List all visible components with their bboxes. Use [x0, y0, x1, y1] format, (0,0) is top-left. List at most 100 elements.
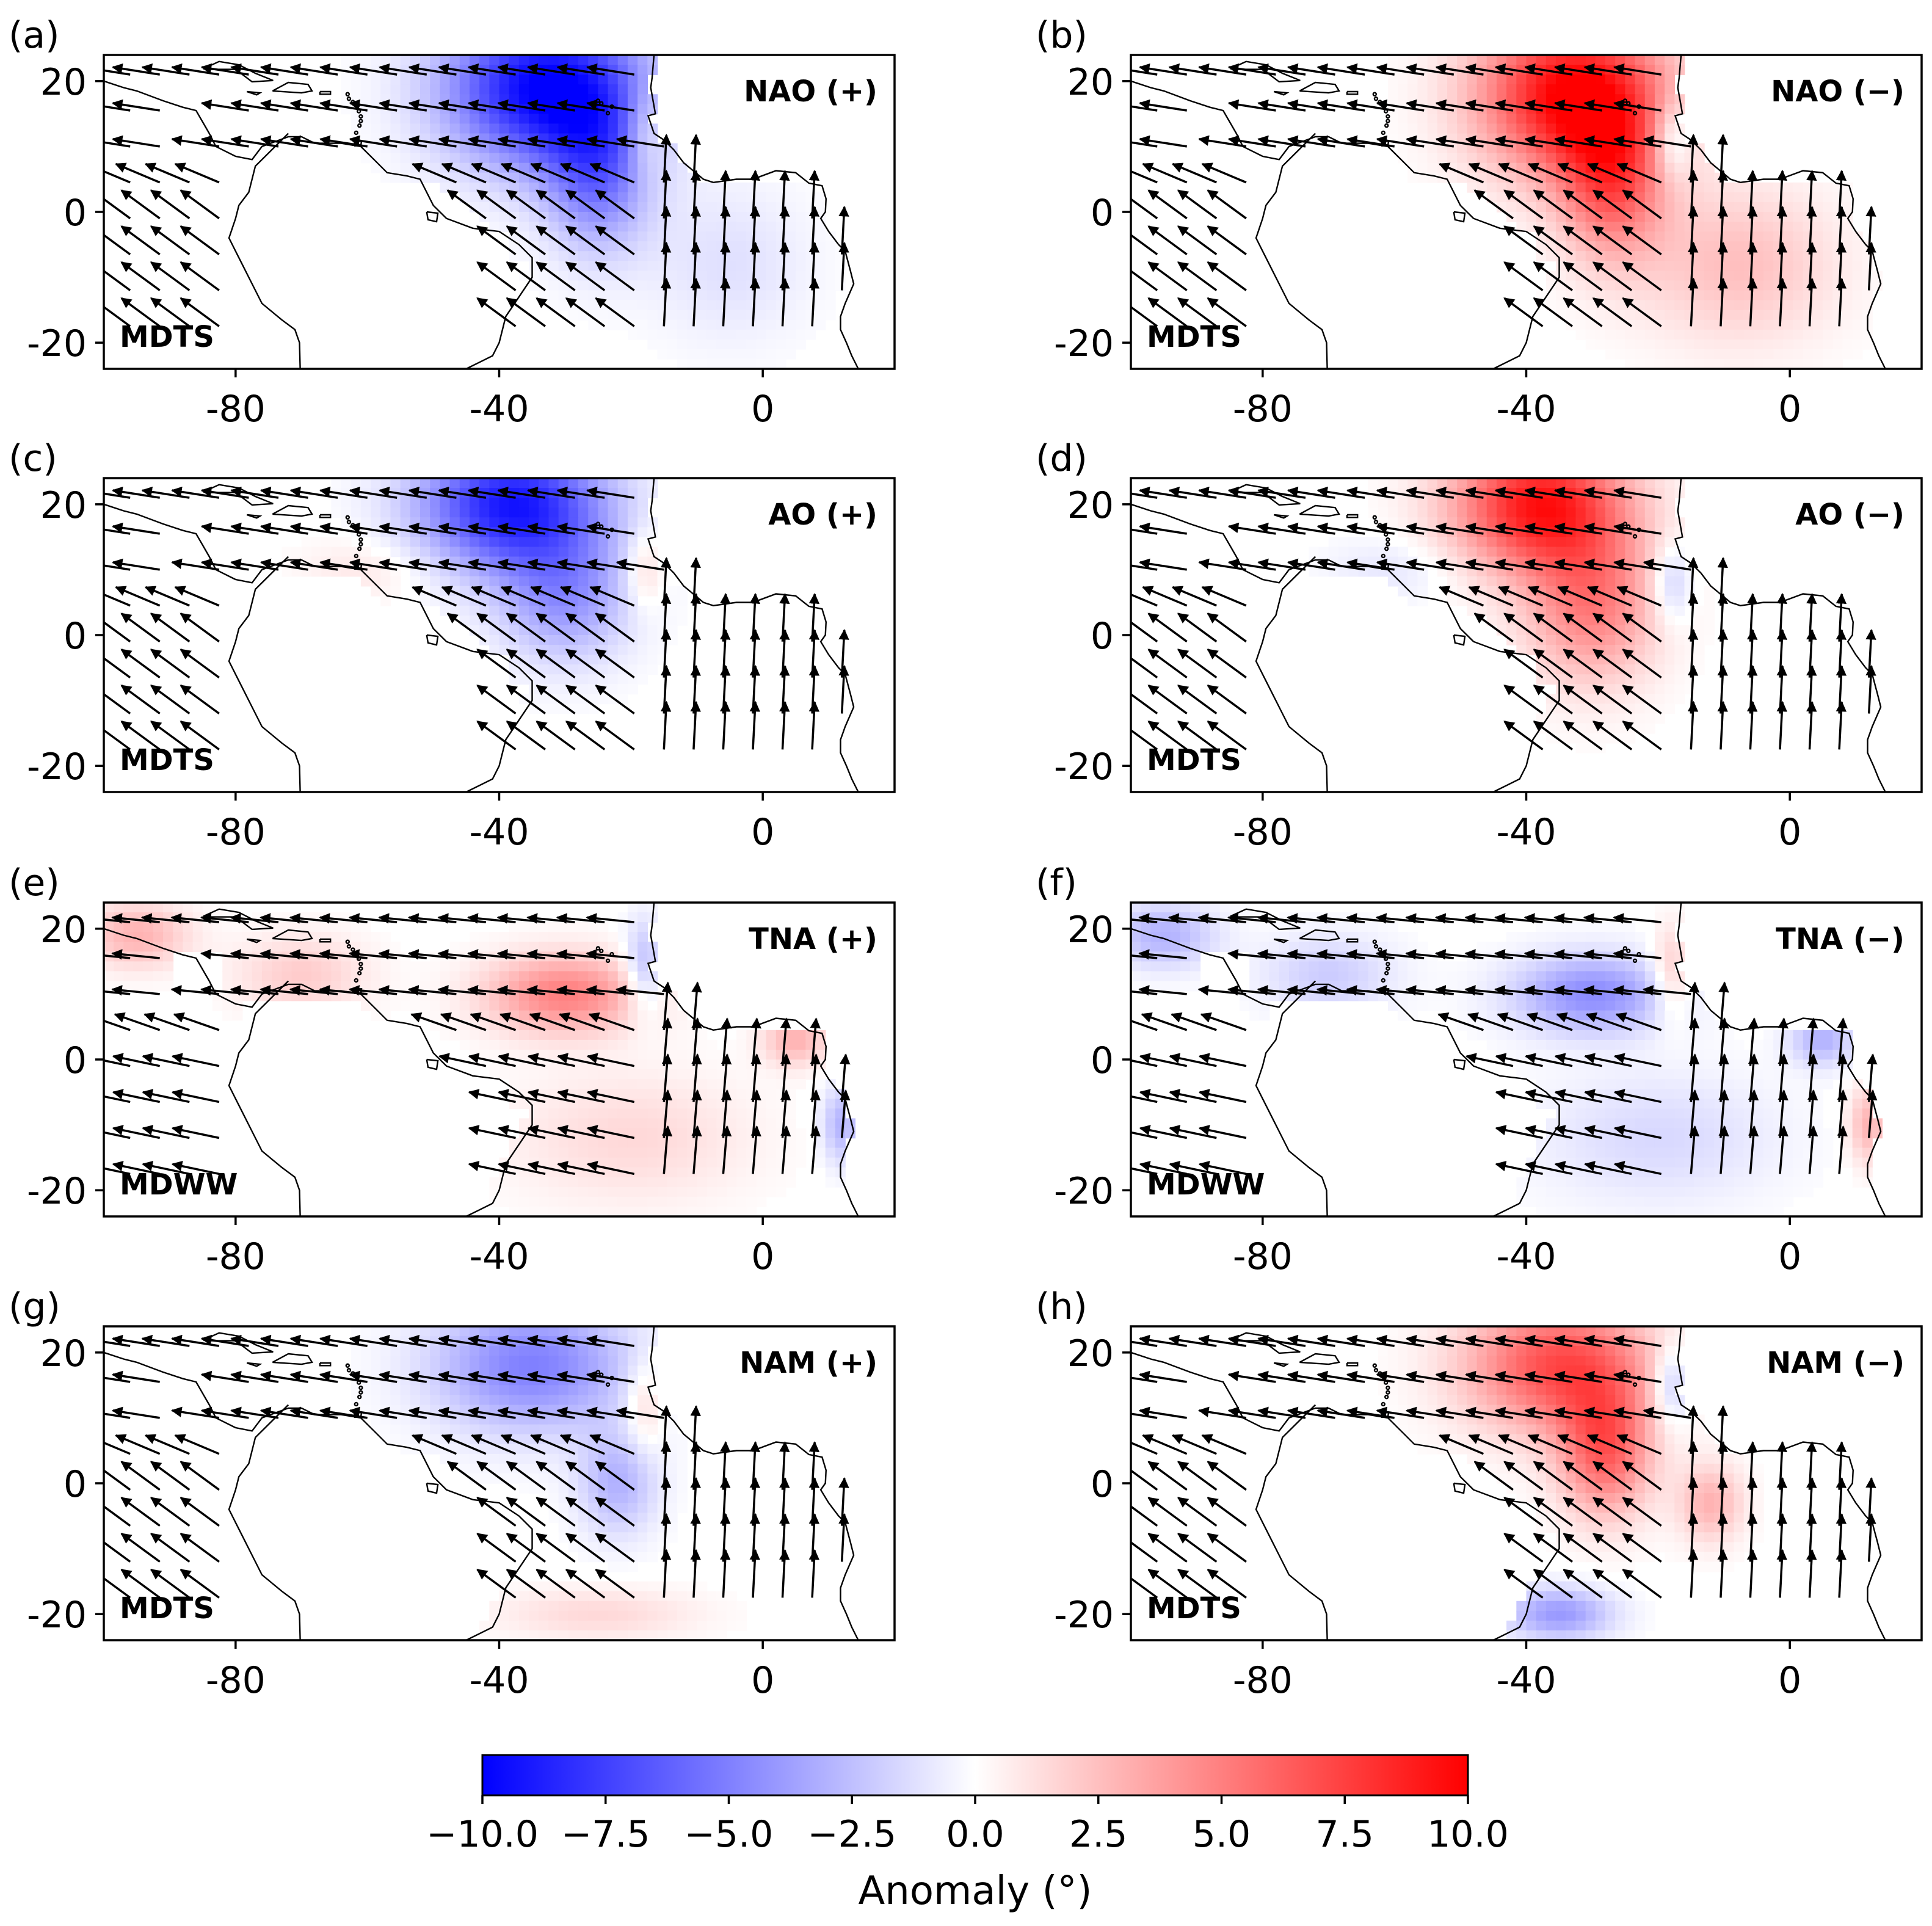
anomaly-cell: [1476, 84, 1487, 95]
anomaly-cell: [1566, 625, 1577, 636]
anomaly-cell: [1635, 241, 1646, 252]
anomaly-cell: [1496, 202, 1507, 213]
anomaly-cell: [1773, 231, 1784, 242]
anomaly-cell: [598, 507, 609, 518]
anomaly-cell: [1615, 202, 1626, 213]
anomaly-cell: [1635, 713, 1646, 724]
anomaly-cell: [588, 961, 599, 972]
anomaly-cell: [272, 971, 283, 982]
anomaly-cell: [785, 202, 796, 213]
anomaly-cell: [548, 1039, 559, 1050]
anomaly-cell: [1595, 55, 1606, 65]
anomaly-cell: [479, 74, 490, 85]
anomaly-cell: [667, 261, 678, 272]
anomaly-cell: [647, 300, 658, 311]
anomaly-cell: [1566, 605, 1577, 616]
anomaly-cell: [430, 114, 441, 125]
anomaly-cell: [558, 300, 569, 311]
anomaly-cell: [1407, 123, 1418, 134]
anomaly-cell: [1674, 319, 1685, 330]
anomaly-cell: [657, 1177, 668, 1188]
anomaly-cell: [706, 1049, 717, 1060]
anomaly-cell: [736, 319, 747, 330]
anomaly-cell: [1753, 261, 1764, 272]
anomaly-cell: [1387, 517, 1398, 528]
anomaly-cell: [697, 1167, 708, 1178]
anomaly-cell: [1665, 664, 1676, 675]
anomaly-cell: [1595, 733, 1606, 744]
anomaly-cell: [1763, 290, 1774, 301]
anomaly-cell: [1674, 261, 1685, 272]
anomaly-cell: [796, 1049, 807, 1060]
anomaly-cell: [262, 932, 272, 943]
anomaly-cell: [578, 1118, 589, 1129]
anomaly-cell: [1674, 104, 1685, 115]
anomaly-cell: [627, 1069, 638, 1080]
anomaly-cell: [509, 605, 520, 616]
anomaly-cell: [1595, 329, 1606, 340]
anomaly-cell: [1625, 153, 1636, 164]
anomaly-cell: [469, 478, 480, 489]
anomaly-cell: [617, 674, 628, 685]
anomaly-cell: [1832, 358, 1843, 369]
anomaly-cell: [1753, 202, 1764, 213]
anomaly-cell: [479, 94, 490, 105]
anomaly-cell: [1763, 310, 1774, 321]
anomaly-cell: [1615, 655, 1626, 665]
anomaly-cell: [1803, 349, 1814, 360]
anomaly-cell: [815, 1079, 826, 1089]
anomaly-cell: [805, 329, 816, 340]
anomaly-cell: [449, 114, 460, 125]
anomaly-cell: [1763, 319, 1774, 330]
anomaly-cell: [499, 1030, 510, 1041]
anomaly-cell: [1585, 300, 1596, 311]
anomaly-cell: [548, 1196, 559, 1207]
anomaly-cell: [1605, 498, 1616, 508]
anomaly-cell: [1545, 251, 1556, 262]
anomaly-cell: [1536, 478, 1547, 489]
anomaly-cell: [400, 94, 411, 105]
anomaly-cell: [1654, 547, 1665, 558]
anomaly-cell: [608, 55, 619, 65]
anomaly-cell: [578, 1186, 589, 1197]
anomaly-cell: [1536, 547, 1547, 558]
anomaly-cell: [706, 329, 717, 340]
anomaly-cell: [1665, 674, 1676, 685]
anomaly-cell: [400, 556, 411, 567]
anomaly-cell: [785, 192, 796, 203]
anomaly-cell: [785, 349, 796, 360]
anomaly-cell: [430, 971, 441, 982]
anomaly-cell: [459, 1010, 470, 1021]
anomaly-cell: [1704, 162, 1715, 173]
anomaly-cell: [529, 1039, 540, 1050]
anomaly-cell: [1665, 182, 1676, 193]
anomaly-cell: [726, 1167, 737, 1178]
anomaly-cell: [1724, 349, 1735, 360]
anomaly-cell: [825, 1167, 836, 1178]
anomaly-cell: [1575, 162, 1586, 173]
anomaly-cell: [1566, 74, 1577, 85]
anomaly-cell: [1674, 576, 1685, 587]
anomaly-cell: [489, 212, 500, 222]
wind-arrow: [589, 162, 635, 184]
anomaly-cell: [1486, 114, 1497, 125]
anomaly-cell: [1486, 498, 1497, 508]
anomaly-cell: [627, 942, 638, 953]
anomaly-cell: [1644, 94, 1655, 105]
anomaly-cell: [1635, 319, 1646, 330]
anomaly-cell: [1407, 84, 1418, 95]
anomaly-cell: [1585, 153, 1596, 164]
anomaly-cell: [766, 1079, 777, 1089]
anomaly-cell: [1536, 84, 1547, 95]
anomaly-cell: [518, 1069, 529, 1080]
anomaly-cell: [262, 971, 272, 982]
y-tick-label: 0: [64, 615, 87, 658]
anomaly-cell: [459, 74, 470, 85]
anomaly-cell: [440, 114, 451, 125]
anomaly-cell: [1595, 625, 1606, 636]
anomaly-cell: [617, 123, 628, 134]
anomaly-cell: [400, 104, 411, 115]
anomaly-cell: [588, 74, 599, 85]
anomaly-cell: [548, 635, 559, 645]
anomaly-cell: [657, 655, 668, 665]
